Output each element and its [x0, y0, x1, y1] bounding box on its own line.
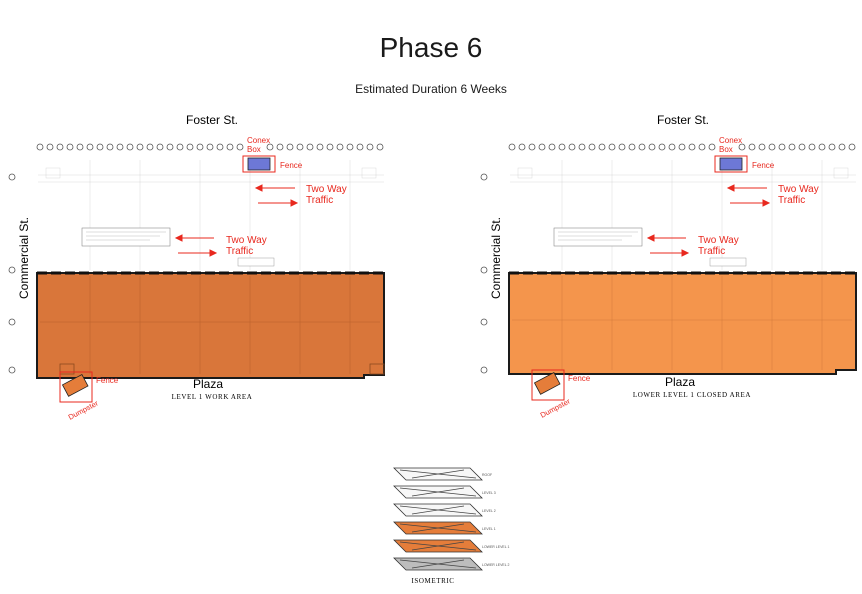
- small-note-box: [709, 257, 747, 267]
- isometric-level-label: LEVEL 3: [482, 491, 496, 495]
- isometric-level: LOWER LEVEL 2: [393, 557, 510, 571]
- isometric-brace: [411, 487, 465, 497]
- isometric-brace: [411, 559, 465, 569]
- stair-right: [369, 363, 385, 375]
- site-plan-lower-level-1: Foster St. Commercial St.: [480, 113, 857, 420]
- isometric-brace: [411, 541, 465, 551]
- plan-caption: LEVEL 1 WORK AREA: [172, 393, 253, 401]
- isometric-level-label: LEVEL 2: [482, 509, 496, 513]
- conex-box: [247, 157, 271, 171]
- traffic-label-1: Two Way Traffic: [778, 184, 819, 206]
- isometric-brace: [411, 523, 465, 533]
- plan-caption: LOWER LEVEL 1 CLOSED AREA: [633, 391, 751, 399]
- plan-note-box: [553, 227, 643, 247]
- isometric-level-label: ROOF: [482, 473, 492, 477]
- conex-box: [719, 157, 743, 171]
- isometric-level-label: LEVEL 1: [482, 527, 496, 531]
- traffic-arrows-1: [254, 184, 299, 207]
- street-label-side: Commercial St.: [489, 217, 503, 299]
- isometric-caption: ISOMETRIC: [411, 577, 454, 585]
- site-plan-level-1: Foster St. Commercial St.: [8, 113, 385, 422]
- label-line: Traffic: [698, 246, 725, 257]
- grid-bubbles-side: [480, 173, 488, 374]
- gridlines: [38, 160, 384, 270]
- fence-outline-bottom: [59, 371, 93, 403]
- fence-label-top: Fence: [280, 161, 303, 170]
- conex-box-label: Conex Box: [247, 136, 270, 154]
- street-label-top: Foster St.: [186, 113, 238, 127]
- traffic-label-2: Two Way Traffic: [226, 235, 267, 257]
- fence-outline-bottom: [531, 369, 565, 401]
- fence-label-top: Fence: [752, 161, 775, 170]
- closed-area-lower-level-1: [508, 272, 857, 375]
- page-subtitle: Estimated Duration 6 Weeks: [355, 82, 507, 96]
- label-line: Traffic: [226, 246, 253, 257]
- plan-note-box: [81, 227, 171, 247]
- plaza-label: Plaza: [665, 375, 695, 389]
- gridlines: [510, 160, 856, 270]
- conex-box-label: Conex Box: [719, 136, 742, 154]
- isometric-level: LEVEL 3: [393, 485, 496, 499]
- isometric-brace: [411, 469, 465, 479]
- traffic-label-2: Two Way Traffic: [698, 235, 739, 257]
- stair-left: [59, 363, 75, 375]
- isometric-level-label: LOWER LEVEL 2: [482, 563, 510, 567]
- label-line: Box: [719, 145, 733, 154]
- dumpster: [533, 371, 561, 395]
- traffic-arrows-1: [726, 184, 771, 207]
- grid-bubbles-top: [36, 143, 384, 151]
- isometric-brace: [411, 505, 465, 515]
- isometric-level: LEVEL 2: [393, 503, 496, 517]
- street-label-side: Commercial St.: [17, 217, 31, 299]
- label-line: Traffic: [306, 195, 333, 206]
- isometric-stack: ROOF LEVEL 3 LEVEL 2 LEVEL 1 LOWER LEVEL 1 LO…: [393, 467, 510, 571]
- fence-outline-top: [242, 155, 276, 173]
- street-label-top: Foster St.: [657, 113, 709, 127]
- grid-bubbles-side: [8, 173, 16, 374]
- dumpster: [61, 373, 89, 397]
- isometric-level: LOWER LEVEL 1: [393, 539, 510, 553]
- plan-note-lines: [558, 231, 638, 241]
- grid-bubbles-top: [508, 143, 856, 151]
- plan-note-lines: [86, 231, 166, 241]
- plaza-label: Plaza: [193, 377, 223, 391]
- isometric-level-label: LOWER LEVEL 1: [482, 545, 510, 549]
- traffic-arrows-2: [646, 234, 690, 257]
- page-title: Phase 6: [379, 32, 483, 63]
- traffic-arrows-2: [174, 234, 218, 257]
- isometric-level: ROOF: [393, 467, 492, 481]
- isometric-level: LEVEL 1: [393, 521, 496, 535]
- traffic-label-1: Two Way Traffic: [306, 184, 347, 206]
- small-note-box: [237, 257, 275, 267]
- fence-label-bottom: Fence: [568, 374, 591, 383]
- fence-outline-top: [714, 155, 748, 173]
- label-line: Traffic: [778, 195, 805, 206]
- fence-label-bottom: Fence: [96, 376, 119, 385]
- area-interior-lines: [512, 276, 852, 370]
- area-interior-lines: [40, 276, 380, 374]
- label-line: Box: [247, 145, 261, 154]
- work-area-level-1: [36, 272, 385, 379]
